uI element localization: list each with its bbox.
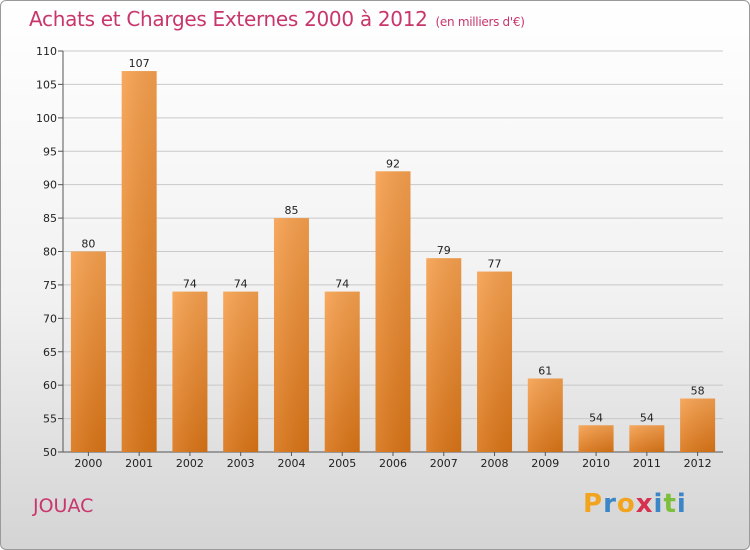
y-tick-label: 100 — [36, 112, 57, 125]
logo-letter: r — [603, 489, 617, 519]
y-tick-label: 50 — [43, 446, 57, 459]
value-label: 54 — [640, 411, 654, 424]
x-tick-label: 2007 — [430, 457, 458, 470]
x-tick-label: 2008 — [481, 457, 509, 470]
y-tick-label: 95 — [43, 145, 57, 158]
x-tick-label: 2001 — [125, 457, 153, 470]
bar-shading — [223, 291, 259, 452]
value-label: 92 — [386, 157, 400, 170]
chart-subtitle: (en milliers d'€) — [435, 15, 525, 29]
value-label: 85 — [284, 204, 298, 217]
bar-shading — [477, 271, 513, 452]
logo-letter: i — [653, 489, 664, 519]
logo-letter: x — [635, 489, 654, 519]
value-label: 80 — [81, 238, 95, 251]
bar-shading — [680, 398, 716, 452]
value-label: 74 — [183, 278, 197, 291]
value-label: 77 — [488, 258, 502, 271]
value-label: 61 — [538, 364, 552, 377]
x-tick-label: 2012 — [684, 457, 712, 470]
chart-title: Achats et Charges Externes 2000 à 2012 (e… — [29, 7, 525, 31]
x-tick-label: 2006 — [379, 457, 407, 470]
value-labels: 80 107 74 74 85 74 92 79 77 61 54 54 58 — [81, 57, 704, 424]
commune-name: JOUAC — [33, 495, 94, 517]
logo-letter: t — [663, 489, 677, 519]
bar-shading — [375, 171, 411, 453]
title-text: Achats et Charges Externes 2000 à 2012 — [29, 7, 428, 31]
x-tick-label: 2004 — [277, 457, 305, 470]
y-tick-label: 55 — [43, 413, 57, 426]
value-label: 74 — [234, 278, 248, 291]
bars — [70, 71, 716, 453]
y-tick-label: 85 — [43, 212, 57, 225]
bar-shading — [70, 251, 106, 452]
bar-shading — [426, 258, 462, 452]
y-tick-label: 80 — [43, 246, 57, 259]
bar-shading — [578, 425, 614, 452]
y-tick-label: 105 — [36, 78, 57, 91]
x-tick-label: 2002 — [176, 457, 204, 470]
logo-letter: i — [676, 489, 687, 519]
value-label: 107 — [129, 57, 150, 70]
x-tick-label: 2009 — [531, 457, 559, 470]
value-label: 54 — [589, 411, 603, 424]
bar-shading — [273, 218, 309, 452]
x-tick-label: 2011 — [633, 457, 661, 470]
logo-letter: P — [583, 489, 604, 519]
logo-letter: o — [616, 489, 636, 519]
value-label: 74 — [335, 278, 349, 291]
value-label: 58 — [691, 385, 705, 398]
y-tick-label: 110 — [36, 45, 57, 58]
y-tick-label: 60 — [43, 379, 57, 392]
y-tick-label: 90 — [43, 179, 57, 192]
y-tick-label: 70 — [43, 312, 57, 325]
x-tick-label: 2003 — [227, 457, 255, 470]
bar-shading — [527, 378, 563, 452]
bar-shading — [172, 291, 208, 452]
bar-shading — [324, 291, 360, 452]
axes: 50 55 60 65 70 75 80 85 90 95 100 105 110 2000 2001 200… — [36, 45, 723, 470]
y-tick-label: 65 — [43, 346, 57, 359]
value-label: 79 — [437, 244, 451, 257]
proxiti-logo: Proxiti — [583, 489, 687, 519]
x-tick-label: 2005 — [328, 457, 356, 470]
x-tick-label: 2010 — [582, 457, 610, 470]
bar-shading — [629, 425, 665, 452]
y-tick-label: 75 — [43, 279, 57, 292]
bar-shading — [121, 71, 157, 453]
x-tick-label: 2000 — [74, 457, 102, 470]
